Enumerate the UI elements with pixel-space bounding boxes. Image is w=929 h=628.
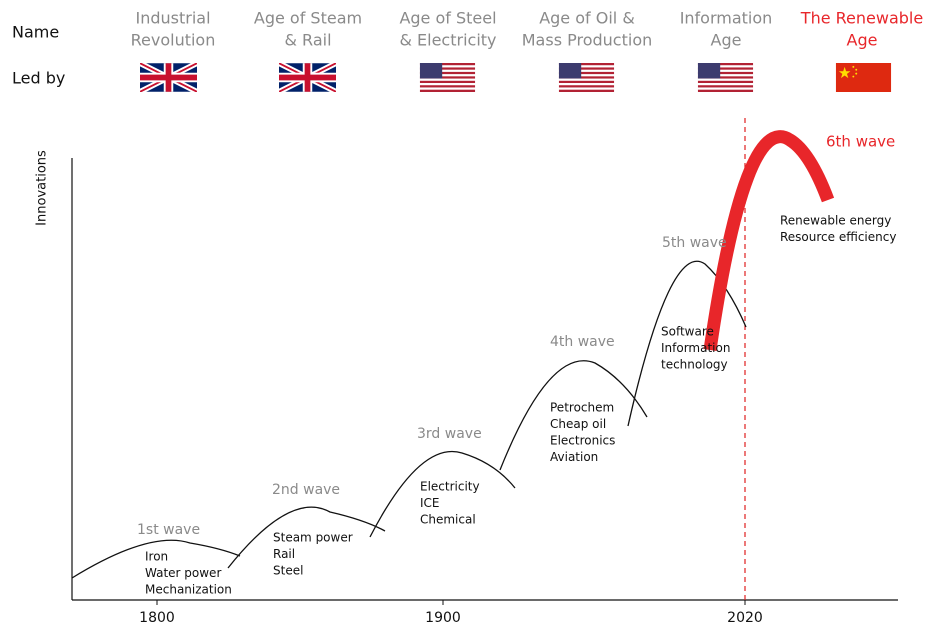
wave-label: 2nd wave	[272, 482, 340, 498]
era-name: Age of Steam	[254, 9, 362, 28]
wave-6-curve	[703, 130, 835, 351]
wave-label: 1st wave	[137, 522, 200, 538]
era-name: Industrial	[135, 9, 210, 28]
x-tick-label: 1800	[139, 610, 175, 626]
flag-uk	[279, 63, 336, 92]
era-name: & Rail	[284, 31, 331, 50]
innovation: Iron	[145, 550, 168, 564]
wave-label: 4th wave	[550, 334, 615, 350]
flag-us	[558, 63, 615, 92]
wave-curve	[71, 539, 241, 579]
wave-curve	[627, 260, 747, 427]
era-name: & Electricity	[399, 31, 496, 50]
era-name: Age	[847, 31, 878, 50]
innovation: Information	[661, 341, 730, 355]
era-name: The Renewable	[800, 9, 923, 28]
wave-label: 6th wave	[826, 133, 895, 151]
era-name: Age	[711, 31, 742, 50]
innovation: Cheap oil	[550, 417, 606, 431]
wave-curve	[227, 506, 386, 569]
innovation: Chemical	[420, 513, 476, 527]
row-label: Led by	[12, 69, 65, 88]
flags	[140, 63, 892, 92]
innovation: Rail	[273, 547, 295, 561]
era-name: Revolution	[131, 31, 216, 50]
wave-curve	[369, 450, 516, 538]
flag-uk	[140, 63, 197, 92]
innovation: Aviation	[550, 450, 598, 464]
innovation: Water power	[145, 566, 221, 580]
innovation: Steel	[273, 564, 303, 578]
waves	[71, 260, 747, 579]
era-name: Mass Production	[522, 31, 653, 50]
innovation: Petrochem	[550, 401, 614, 415]
innovation: technology	[661, 358, 728, 372]
innovation: Software	[661, 325, 714, 339]
row-label: Name	[12, 23, 59, 42]
innovation: Steam power	[273, 531, 353, 545]
flag-cn	[835, 63, 892, 92]
wave-label: 5th wave	[662, 235, 727, 251]
era-name: Age of Oil &	[539, 9, 635, 28]
innovation: Resource efficiency	[780, 230, 896, 244]
flag-us	[697, 63, 754, 92]
innovation: ICE	[420, 496, 440, 510]
innovation: Electricity	[420, 480, 480, 494]
wave-curve	[499, 360, 648, 471]
innovation: Electronics	[550, 434, 615, 448]
flag-us	[419, 63, 476, 92]
x-tick-label: 2020	[727, 610, 763, 626]
innovation: Renewable energy	[780, 214, 891, 228]
era-name: Age of Steel	[399, 9, 496, 28]
y-axis-label: Innovations	[35, 150, 50, 226]
innovation: Mechanization	[145, 583, 232, 597]
wave-label: 3rd wave	[417, 426, 482, 442]
era-name: Information	[680, 9, 773, 28]
x-tick-label: 1900	[425, 610, 461, 626]
